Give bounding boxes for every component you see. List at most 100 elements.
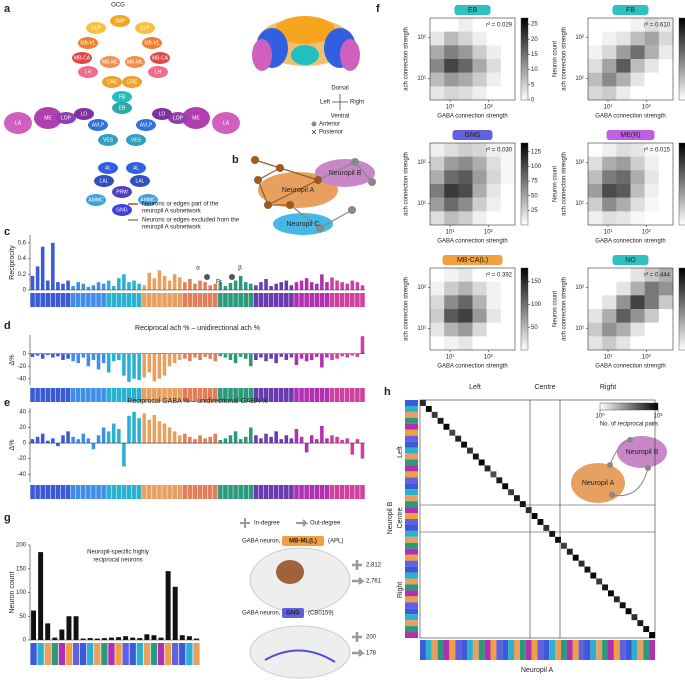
panel-b-network [128, 156, 376, 235]
matrix-cell [572, 554, 579, 561]
bar [249, 427, 253, 444]
category-label-strip [81, 388, 86, 402]
region-label: ME [192, 115, 200, 121]
x-tick-label: 10² [484, 105, 493, 111]
category-label-strip [143, 643, 151, 665]
bar [233, 431, 238, 444]
heatmap-cell [630, 143, 645, 157]
row-label-strip [405, 495, 418, 502]
region-label: LOP [61, 115, 72, 121]
category-label-strip [86, 485, 91, 499]
bar [177, 353, 182, 360]
row-group-label: Centre [397, 507, 404, 528]
category-label-strip [258, 485, 264, 499]
heatmap-cell [658, 211, 674, 226]
heatmap-cell [444, 59, 459, 73]
bar [91, 353, 96, 360]
plot-frame [587, 142, 674, 226]
panel-title: GNG [465, 132, 481, 139]
category-label-strip [65, 293, 71, 307]
heatmap-cell [430, 197, 445, 212]
heatmap-cell [644, 45, 660, 60]
brain-region [150, 52, 170, 64]
panel-h-diagram [571, 436, 667, 503]
matrix-cell [461, 441, 467, 448]
category-label-strip [263, 388, 269, 402]
col-label-strip [613, 640, 620, 660]
category-label-strip [350, 293, 355, 307]
heatmap-cell [588, 281, 603, 296]
panel-label: f [376, 3, 380, 15]
y-tick-label: 20 [19, 425, 26, 431]
bar [233, 280, 238, 290]
row-label-strip [405, 411, 418, 418]
panel-label: d [4, 320, 11, 332]
bar [186, 636, 192, 640]
colorbar-tick-label: 75 [531, 179, 538, 185]
category-label-strip [122, 643, 129, 665]
category-label-strip [243, 293, 249, 307]
category-label-strip [263, 293, 269, 307]
heatmap-cell [444, 211, 459, 226]
heatmap-cell [644, 156, 660, 171]
heatmap-cell [458, 143, 473, 157]
category-label-strip [121, 388, 127, 402]
region-label: MB-ML [102, 59, 118, 65]
heatmap-cell [658, 322, 674, 337]
heatmap-cell [602, 59, 617, 73]
category-label-strip [50, 485, 56, 499]
heatmap-cell [500, 156, 516, 171]
heatmap-cell [472, 45, 487, 60]
bar [299, 353, 304, 359]
bar [61, 435, 65, 444]
heatmap-cell [616, 59, 631, 73]
category-label-strip [45, 293, 51, 307]
heatmap-cell [630, 86, 645, 101]
category-label-strip [30, 643, 37, 665]
matrix-cell [555, 536, 561, 543]
category-label-strip [44, 643, 51, 665]
category-label-strip [253, 485, 259, 499]
heatmap-cell [500, 72, 516, 87]
category-label-strip [106, 485, 111, 499]
bar [249, 283, 253, 290]
panel-badge [454, 5, 491, 15]
y-axis-label: ach connection strength [404, 27, 410, 91]
bar [309, 435, 314, 444]
category-label-strip [164, 643, 172, 665]
heatmap-cell [430, 18, 445, 32]
brain-region [125, 56, 145, 68]
matrix-cell [549, 530, 556, 537]
category-label-strip [218, 388, 223, 402]
heatmap-cell [444, 336, 459, 351]
bar [152, 415, 157, 444]
heatmap-cell [588, 45, 603, 60]
bar [218, 439, 223, 444]
category-label-strip [355, 293, 360, 307]
category-label-strip [40, 293, 45, 307]
compass-label: Ventral [331, 114, 350, 120]
category-label-strip [101, 293, 106, 307]
col-label-strip [437, 640, 444, 660]
colorbar [678, 142, 685, 226]
heatmap-cell [500, 86, 516, 101]
x-axis-label: GABA connection strength [595, 239, 665, 245]
brain-region [212, 112, 240, 134]
category-label-strip [121, 293, 127, 307]
x-axis-label: GABA connection strength [437, 114, 507, 120]
colorbar-tick-label: 10³ [654, 414, 663, 420]
heatmap-cell [602, 295, 617, 310]
col-group-label: Right [600, 384, 616, 391]
y-axis-label: ach connection strength [562, 27, 568, 91]
category-label-strip [212, 388, 218, 402]
compass [311, 94, 348, 135]
heatmap-cell [444, 281, 459, 296]
category-label-strip [179, 643, 186, 665]
category-label-strip [273, 485, 279, 499]
bar [71, 286, 75, 290]
category-label-strip [172, 643, 179, 665]
col-label-strip [484, 640, 491, 660]
heatmap-cell [658, 197, 674, 212]
heatmap-cell [616, 45, 631, 60]
category-label-strip [238, 388, 243, 402]
